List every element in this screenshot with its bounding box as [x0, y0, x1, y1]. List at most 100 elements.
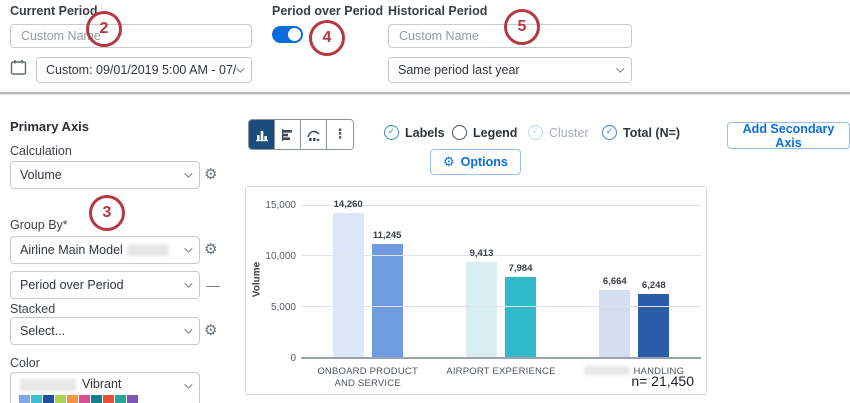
vertical-bar-chart-button[interactable] [249, 120, 275, 149]
bar[interactable] [332, 213, 364, 357]
bar-slot: 11,245 [371, 206, 403, 357]
stacked-label: Stacked [10, 302, 56, 316]
primary-axis-title: Primary Axis [10, 119, 90, 134]
ellipsis-icon: ⋮ [333, 127, 347, 142]
historical-period-preset-value: Same period last year [398, 63, 520, 77]
bar-value-label: 7,984 [508, 262, 533, 274]
calculation-dropdown[interactable]: Volume [10, 161, 200, 189]
plot-area: 14,260 11,245 9,413 7,984 6,664 6,248 [301, 199, 701, 359]
bar-slot: 6,248 [638, 206, 670, 357]
redacted-text [20, 379, 76, 391]
options-button-label: Options [460, 155, 508, 169]
x-category-label: AIRPORT EXPERIENCE [446, 366, 556, 377]
trend-line-chart-icon [306, 130, 320, 141]
historical-period-label: Historical Period [388, 4, 488, 18]
bar-group: 9,413 7,984 [434, 206, 567, 357]
redacted-text [584, 366, 631, 375]
bar[interactable] [465, 262, 497, 357]
remove-comparison-button[interactable]: — [206, 277, 220, 293]
bar[interactable] [599, 289, 631, 357]
bar-chart-panel: Volume 0 5,000 10,000 15,000 14,260 11,245 9,… [245, 186, 707, 395]
toggle-cluster[interactable]: ✓ Cluster [528, 125, 589, 140]
current-period-range-dropdown[interactable]: Custom: 09/01/2019 5:00 AM - 07/0... [36, 57, 252, 83]
palette-swatch [103, 395, 114, 403]
y-tick-label: 15,000 [265, 200, 296, 211]
calculation-value: Volume [20, 168, 62, 182]
comparison-dropdown[interactable]: Period over Period [10, 271, 200, 299]
bar-value-label: 11,245 [372, 229, 402, 241]
stacked-settings-button[interactable]: ⚙ [204, 323, 217, 338]
redacted-text [126, 244, 169, 256]
check-circle-icon: ✓ [602, 125, 617, 140]
annotation-circle-3: 3 [89, 195, 125, 231]
group-by-label: Group By* [10, 218, 68, 232]
add-secondary-axis-label: Add Secondary Axis [742, 121, 835, 150]
toggle-knob [288, 28, 301, 41]
more-chart-types-button[interactable]: ⋮ [327, 120, 353, 149]
vertical-bar-chart-icon [255, 130, 268, 141]
add-secondary-axis-button[interactable]: Add Secondary Axis [727, 121, 850, 150]
annotation-circle-2: 2 [86, 11, 122, 47]
palette-swatch [31, 395, 42, 403]
palette-swatch [91, 395, 102, 403]
calendar-button[interactable] [10, 59, 27, 79]
bar-slot: 7,984 [504, 206, 536, 357]
palette-swatch [67, 395, 78, 403]
comparison-value: Period over Period [20, 278, 124, 292]
y-tick-label: 10,000 [265, 251, 296, 263]
gridline [301, 255, 701, 257]
gear-icon: ⚙ [204, 240, 218, 258]
bar-slot: 6,664 [599, 206, 631, 357]
chevron-down-icon [184, 169, 193, 178]
y-tick-label: 5,000 [270, 302, 296, 314]
horizontal-bar-chart-button[interactable] [275, 120, 301, 149]
section-divider [0, 92, 850, 94]
bar[interactable] [371, 243, 403, 357]
period-over-period-toggle[interactable] [272, 26, 303, 43]
bar-value-label: 14,260 [333, 199, 363, 211]
chevron-down-icon [184, 380, 193, 389]
historical-period-preset-dropdown[interactable]: Same period last year [388, 57, 632, 83]
chevron-down-icon [616, 64, 625, 73]
check-circle-icon: ✓ [384, 125, 399, 140]
toggle-label: Total (N=) [623, 125, 681, 140]
color-dropdown[interactable]: Vibrant [10, 372, 200, 403]
toggle-labels[interactable]: ✓ Labels [384, 125, 445, 140]
color-palette-preview [19, 395, 138, 403]
gear-icon: ⚙ [204, 321, 218, 339]
calendar-icon [10, 60, 27, 75]
stacked-dropdown[interactable]: Select... [10, 317, 200, 345]
bars-container: 14,260 11,245 9,413 7,984 6,664 6,248 [301, 199, 701, 357]
calculation-settings-button[interactable]: ⚙ [204, 167, 217, 182]
bar-slot: 9,413 [465, 206, 497, 357]
toggle-legend[interactable]: Legend [452, 125, 517, 140]
check-circle-icon: ✓ [528, 125, 543, 140]
bar[interactable] [638, 294, 670, 357]
calculation-label: Calculation [10, 144, 72, 158]
palette-swatch [19, 395, 30, 403]
current-period-label: Current Period [10, 4, 98, 18]
chevron-down-icon [236, 64, 245, 73]
group-by-dropdown[interactable]: Airline Main Model [10, 236, 200, 264]
current-period-name-input[interactable] [10, 24, 252, 48]
group-by-settings-button[interactable]: ⚙ [204, 242, 217, 257]
y-tick-label: 0 [290, 353, 296, 364]
gear-icon: ⚙ [204, 165, 218, 183]
toggle-label: Legend [473, 125, 518, 140]
gridline [301, 305, 701, 307]
toggle-total-n[interactable]: ✓ Total (N=) [602, 125, 680, 140]
bar-value-label: 6,248 [641, 280, 666, 292]
color-label: Color [10, 356, 40, 370]
sample-size-label: n= 21,450 [631, 373, 694, 389]
annotation-circle-4: 4 [309, 20, 345, 56]
palette-swatch [127, 395, 138, 403]
palette-swatch [79, 395, 90, 403]
bar[interactable] [504, 276, 536, 357]
options-button[interactable]: ⚙ Options [430, 149, 521, 175]
trend-chart-button[interactable] [301, 120, 327, 149]
bar-group: 6,664 6,248 [568, 206, 701, 357]
chevron-down-icon [184, 244, 193, 253]
chart-type-button-group: ⋮ [248, 119, 354, 150]
gridline [301, 205, 701, 206]
